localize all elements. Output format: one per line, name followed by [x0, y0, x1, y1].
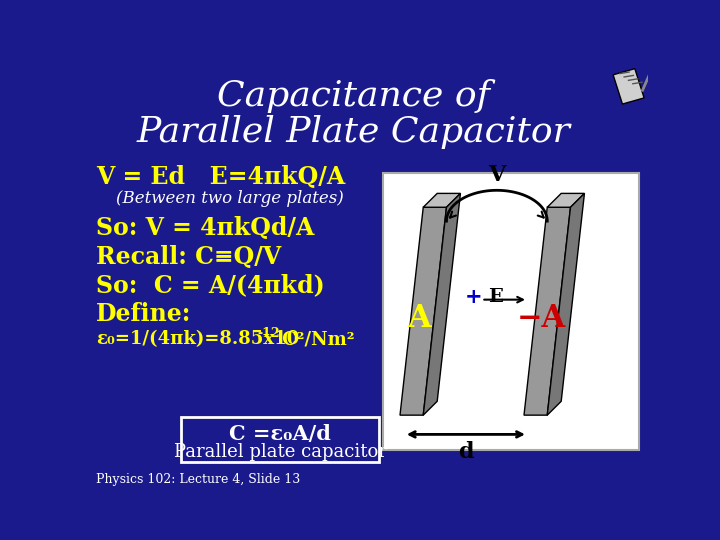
Polygon shape	[547, 193, 585, 207]
Text: C =ε₀A/d: C =ε₀A/d	[230, 423, 331, 444]
Text: Physics 102: Lecture 4, Slide 13: Physics 102: Lecture 4, Slide 13	[96, 473, 300, 486]
Text: So:  C = A/(4πkd): So: C = A/(4πkd)	[96, 273, 325, 298]
Text: +: +	[465, 287, 482, 307]
Text: −A: −A	[516, 303, 566, 334]
Polygon shape	[423, 193, 461, 415]
Text: A: A	[408, 303, 431, 334]
Text: Define:: Define:	[96, 302, 192, 326]
Text: Capacitance of: Capacitance of	[217, 79, 490, 113]
Polygon shape	[400, 207, 446, 415]
Text: Parallel Plate Capacitor: Parallel Plate Capacitor	[137, 115, 570, 149]
Bar	[181, 417, 379, 462]
Polygon shape	[547, 193, 585, 415]
Text: (Between two large plates): (Between two large plates)	[116, 190, 343, 206]
Polygon shape	[613, 69, 644, 104]
Text: V = Ed   E=4πkQ/A: V = Ed E=4πkQ/A	[96, 165, 346, 189]
Polygon shape	[423, 193, 461, 207]
Text: ε₀=1/(4πk)=8.85x10: ε₀=1/(4πk)=8.85x10	[96, 330, 300, 348]
Polygon shape	[524, 207, 570, 415]
Text: Recall: C≡Q/V: Recall: C≡Q/V	[96, 245, 282, 269]
Text: E: E	[487, 288, 503, 306]
Text: Parallel plate capacitor: Parallel plate capacitor	[174, 443, 387, 461]
Text: -12: -12	[258, 327, 280, 340]
Text: C²/Nm²: C²/Nm²	[276, 330, 355, 348]
Bar	[383, 173, 639, 450]
Text: So: V = 4πkQd/A: So: V = 4πkQd/A	[96, 217, 315, 240]
Text: V: V	[488, 164, 505, 186]
Text: d: d	[458, 441, 474, 463]
